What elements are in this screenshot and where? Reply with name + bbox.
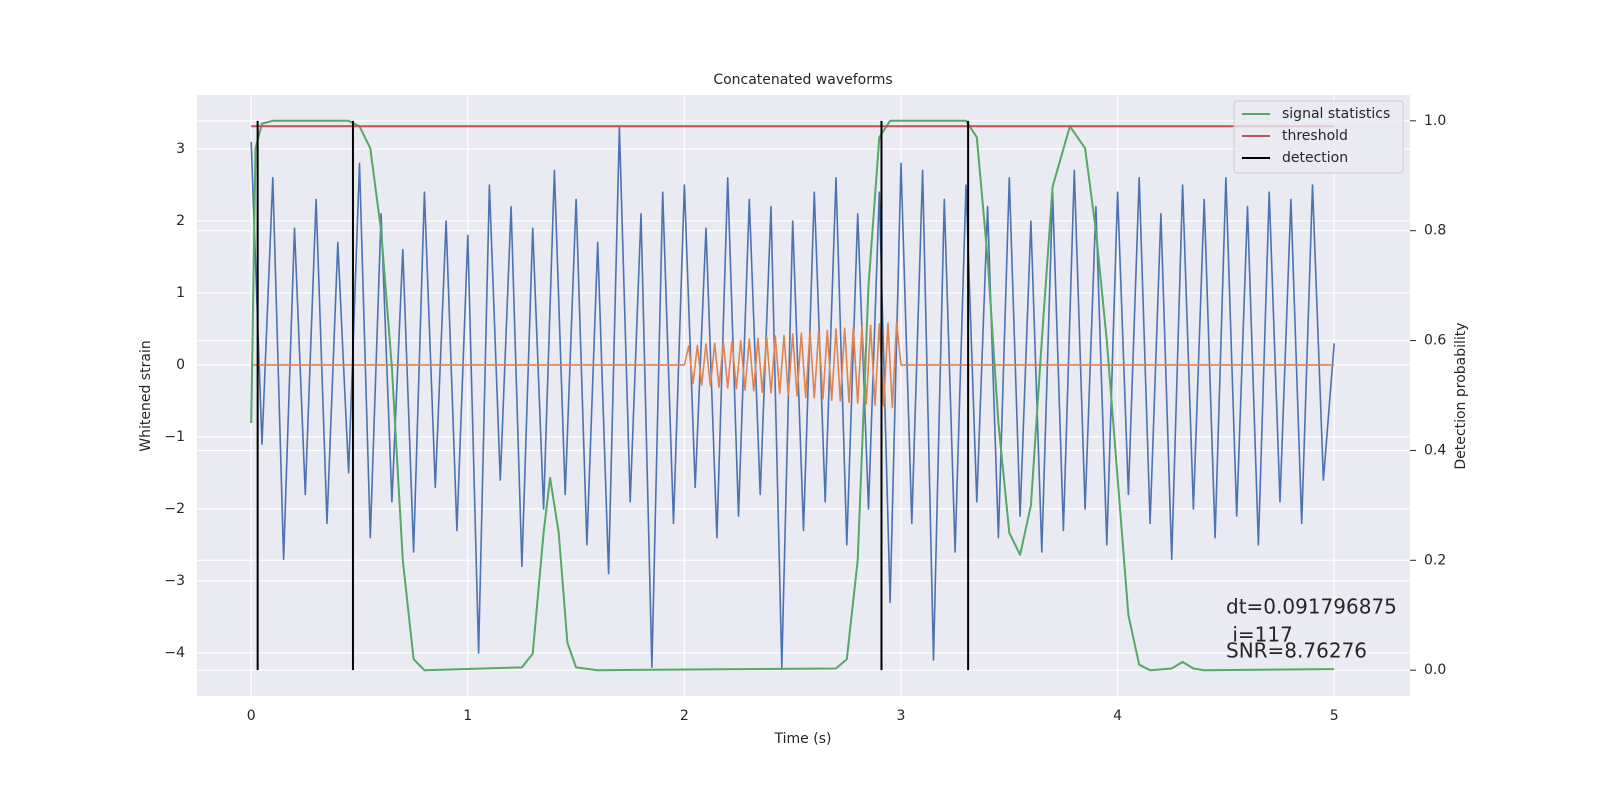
y-tick-label: 1 bbox=[176, 285, 185, 301]
annotation: SNR=8.76276 bbox=[1226, 639, 1367, 663]
x-tick-label: 1 bbox=[463, 708, 472, 724]
x-tick-label: 0 bbox=[247, 708, 256, 724]
legend-box bbox=[1233, 100, 1404, 174]
y-tick-label: 3 bbox=[176, 141, 185, 157]
chart-title: Concatenated waveforms bbox=[713, 72, 892, 88]
series-line bbox=[251, 321, 1335, 409]
y-axis-label: Whitened strain bbox=[138, 340, 154, 451]
y2-tick-label: 1.0 bbox=[1424, 113, 1446, 129]
annotation: dt=0.091796875 bbox=[1226, 595, 1397, 619]
y-tick-label: 2 bbox=[176, 213, 185, 229]
x-tick-label: 2 bbox=[680, 708, 689, 724]
legend-label: detection bbox=[1282, 150, 1348, 166]
plot-background bbox=[197, 95, 1410, 696]
y-tick-label: −3 bbox=[164, 573, 185, 589]
x-axis-label: Time (s) bbox=[774, 731, 832, 747]
x-tick-label: 5 bbox=[1330, 708, 1339, 724]
y2-tick-label: 0.6 bbox=[1424, 333, 1446, 349]
x-tick-label: 3 bbox=[897, 708, 906, 724]
x-tick-label: 4 bbox=[1113, 708, 1122, 724]
y-tick-label: −2 bbox=[164, 501, 185, 517]
y-tick-label: 0 bbox=[176, 357, 185, 373]
y2-tick-label: 0.4 bbox=[1424, 442, 1446, 458]
y2-tick-label: 0.8 bbox=[1424, 223, 1446, 239]
annotation: i=117 bbox=[1226, 623, 1293, 647]
y-tick-label: −1 bbox=[164, 429, 185, 445]
y2-tick-label: 0.2 bbox=[1424, 552, 1446, 568]
legend-label: signal statistics bbox=[1282, 106, 1390, 122]
series-line bbox=[250, 119, 1335, 672]
y-tick-label: −4 bbox=[164, 645, 185, 661]
series-line bbox=[250, 126, 1335, 668]
legend-label: threshold bbox=[1282, 128, 1348, 144]
y2-tick-label: 0.0 bbox=[1424, 662, 1446, 678]
y2-axis-label: Detection probability bbox=[1453, 322, 1469, 469]
